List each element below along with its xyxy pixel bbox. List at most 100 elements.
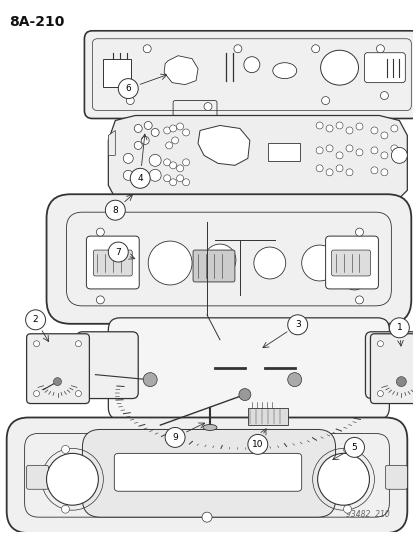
FancyBboxPatch shape [331,250,370,276]
Circle shape [176,123,183,130]
Text: 4: 4 [137,174,143,183]
Ellipse shape [272,63,296,79]
Polygon shape [108,116,406,200]
FancyBboxPatch shape [46,194,411,324]
FancyBboxPatch shape [114,454,301,491]
FancyBboxPatch shape [82,430,335,517]
FancyBboxPatch shape [93,250,132,276]
Polygon shape [108,131,115,156]
Circle shape [33,341,40,347]
FancyBboxPatch shape [86,236,139,289]
Circle shape [96,296,104,304]
Circle shape [317,454,368,505]
Circle shape [130,168,150,188]
Circle shape [325,169,332,176]
Circle shape [377,391,382,397]
Circle shape [345,127,352,134]
Circle shape [33,391,40,397]
Circle shape [62,446,69,454]
Text: 3: 3 [294,320,300,329]
Circle shape [176,175,183,182]
Bar [267,143,299,161]
Circle shape [390,125,397,132]
Circle shape [343,505,351,513]
Polygon shape [197,125,249,165]
Ellipse shape [202,424,216,431]
Circle shape [390,148,406,163]
Circle shape [165,142,172,149]
Circle shape [342,266,366,290]
Circle shape [123,171,133,180]
FancyBboxPatch shape [363,53,404,83]
Circle shape [202,512,211,522]
Circle shape [169,125,176,132]
Circle shape [316,147,322,154]
Circle shape [247,434,267,454]
Circle shape [53,377,62,385]
Text: 7: 7 [115,247,121,256]
Circle shape [143,373,157,386]
Circle shape [389,318,408,338]
Bar [103,59,131,86]
Circle shape [311,45,319,53]
Circle shape [380,132,387,139]
Circle shape [390,145,397,152]
Circle shape [335,152,342,159]
Circle shape [118,79,138,99]
Circle shape [143,45,151,53]
Circle shape [134,141,142,149]
Circle shape [335,165,342,172]
Circle shape [343,446,351,454]
FancyBboxPatch shape [7,417,406,533]
Text: 5: 5 [351,443,356,452]
Circle shape [355,228,363,236]
Circle shape [149,155,161,166]
FancyBboxPatch shape [173,101,216,118]
FancyBboxPatch shape [370,334,413,403]
Circle shape [340,241,368,269]
Text: 8: 8 [112,206,118,215]
Circle shape [182,179,189,186]
Circle shape [355,296,363,304]
Circle shape [96,228,104,236]
Ellipse shape [320,50,358,85]
Circle shape [105,200,125,220]
FancyBboxPatch shape [26,465,48,489]
Circle shape [287,373,301,386]
Circle shape [370,147,377,154]
Circle shape [171,137,178,144]
Circle shape [149,169,161,181]
Polygon shape [164,56,197,85]
Circle shape [169,179,176,186]
FancyBboxPatch shape [192,250,234,282]
Text: 10: 10 [252,440,263,449]
Circle shape [233,45,241,53]
Circle shape [46,454,98,505]
Circle shape [380,152,387,159]
Circle shape [163,159,170,166]
Circle shape [148,241,192,285]
Circle shape [108,242,128,262]
Circle shape [151,128,159,136]
Circle shape [134,125,142,133]
Circle shape [182,159,189,166]
Circle shape [335,122,342,129]
FancyBboxPatch shape [385,465,406,489]
Text: 2: 2 [33,316,38,324]
Circle shape [26,310,45,330]
Circle shape [144,122,152,130]
Circle shape [355,149,362,156]
Text: 6: 6 [125,84,131,93]
Circle shape [287,315,307,335]
Circle shape [163,127,170,134]
Text: 9: 9 [172,433,178,442]
Circle shape [316,165,322,172]
Circle shape [370,127,377,134]
FancyBboxPatch shape [76,332,138,399]
Circle shape [375,45,384,53]
FancyBboxPatch shape [365,332,413,399]
Circle shape [75,391,81,397]
Text: 1: 1 [396,324,401,332]
Circle shape [243,56,259,72]
Circle shape [395,377,405,386]
